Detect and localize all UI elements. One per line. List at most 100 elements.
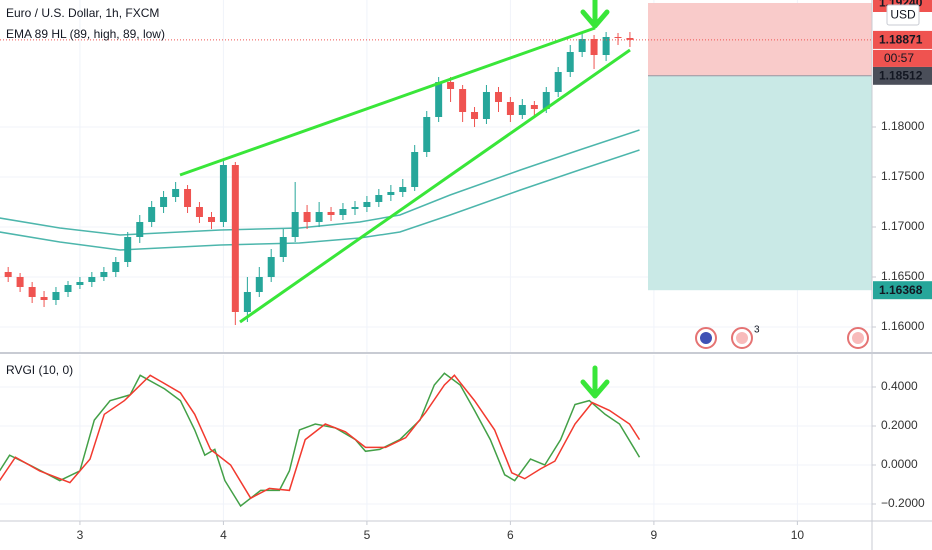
candle-body <box>411 152 419 187</box>
x-tick-label: 3 <box>77 528 84 542</box>
x-tick-label: 10 <box>791 528 805 542</box>
y-tick-label: 0.4000 <box>881 379 918 393</box>
y-tick-label: 0.2000 <box>881 418 918 432</box>
event-icon-flag <box>700 332 712 344</box>
candle-body <box>339 209 347 215</box>
candle-body <box>303 212 311 222</box>
candle-body <box>482 92 490 119</box>
candle-body <box>195 207 203 217</box>
currency: USD <box>890 8 916 22</box>
candle-body <box>160 197 168 207</box>
indicator-legend: EMA 89 HL (89, high, 89, low) <box>6 27 165 41</box>
candle-body <box>626 38 634 40</box>
arrow <box>580 365 610 399</box>
event-icon-flag <box>736 332 748 344</box>
candle-body <box>614 37 622 38</box>
candle-body <box>291 212 299 237</box>
candle-body <box>76 282 84 285</box>
x-tick-label: 6 <box>507 528 514 542</box>
candle-body <box>459 89 467 112</box>
countdown: 00:57 <box>884 51 914 65</box>
x-tick-label: 4 <box>220 528 227 542</box>
event-icons <box>695 327 869 349</box>
trend-line <box>239 48 631 324</box>
candle-body <box>52 292 60 300</box>
candle-body <box>315 212 323 222</box>
candle-body <box>88 277 96 282</box>
candle-body <box>375 195 383 202</box>
candle-body <box>279 237 287 257</box>
candle-body <box>255 277 263 292</box>
y-tick-label: 1.17500 <box>881 169 925 183</box>
event-icon-flag <box>852 332 864 344</box>
trend-line <box>179 26 596 177</box>
candle-body <box>243 292 251 312</box>
stop-label: 1.16368 <box>879 283 923 297</box>
candle-body <box>423 117 431 152</box>
candle-body <box>184 189 192 207</box>
candle-body <box>590 39 598 55</box>
entry-label-bg <box>873 66 932 85</box>
candle-body <box>327 212 335 215</box>
candle-body <box>208 217 216 222</box>
candle-body <box>447 82 455 89</box>
currency-box[interactable] <box>886 4 920 26</box>
candle-body <box>28 287 36 297</box>
candle-body <box>148 207 156 222</box>
candle-body <box>351 207 359 209</box>
candle-body <box>471 112 479 119</box>
indicator-title: RVGI (10, 0) <box>6 363 73 377</box>
candle-body <box>506 102 514 115</box>
arrow <box>580 0 610 29</box>
candle-body <box>112 262 120 272</box>
price-axis-bg <box>872 0 932 550</box>
countdown-bg <box>873 49 932 67</box>
candle-body <box>518 105 526 115</box>
position-box <box>648 3 872 291</box>
candle-body <box>578 39 586 52</box>
y-tick-label: 1.17000 <box>881 219 925 233</box>
event-count: 3 <box>754 325 760 336</box>
x-tick-label: 5 <box>364 528 371 542</box>
last-price-label: 1.18871 <box>879 33 923 47</box>
chart-title: Euro / U.S. Dollar, 1h, FXCM <box>6 6 159 20</box>
last-price-label-bg <box>873 30 932 49</box>
candle-body <box>219 165 227 222</box>
candle-body <box>40 297 48 300</box>
candle-body <box>530 105 538 109</box>
candle-body <box>64 285 72 292</box>
candle-body <box>554 72 562 92</box>
candle-body <box>100 272 108 277</box>
stop-zone <box>648 75 872 291</box>
y-tick-label: 1.16500 <box>881 269 925 283</box>
grid <box>0 0 872 520</box>
entry-label: 1.18512 <box>879 68 923 82</box>
y-tick-label: −0.2000 <box>881 496 925 510</box>
candle-body <box>566 52 574 72</box>
candle-body <box>387 192 395 195</box>
stop-label-bg <box>873 281 932 300</box>
x-tick-label: 9 <box>651 528 658 542</box>
candle-body <box>16 277 24 287</box>
y-tick-label: 1.16000 <box>881 319 925 333</box>
candle-body <box>542 92 550 109</box>
candle-body <box>136 222 144 237</box>
y-tick-label: 0.0000 <box>881 457 918 471</box>
candle-body <box>363 202 371 207</box>
candle-body <box>435 82 443 117</box>
candle-body <box>602 37 610 55</box>
candle-body <box>124 237 132 262</box>
candle-body <box>267 257 275 277</box>
candle-body <box>172 189 180 197</box>
ema-line <box>0 129 640 236</box>
rvgi-line <box>0 374 641 500</box>
candle-body <box>494 92 502 102</box>
candle-body <box>4 272 12 277</box>
indicator-pane <box>0 372 641 508</box>
axes: 1.16000 1.16500 1.17000 1.17500 1.18000 0.400… <box>77 119 925 542</box>
candle-body <box>399 187 407 192</box>
y-tick-label: 1.18000 <box>881 119 925 133</box>
rvgi-line <box>0 372 641 508</box>
